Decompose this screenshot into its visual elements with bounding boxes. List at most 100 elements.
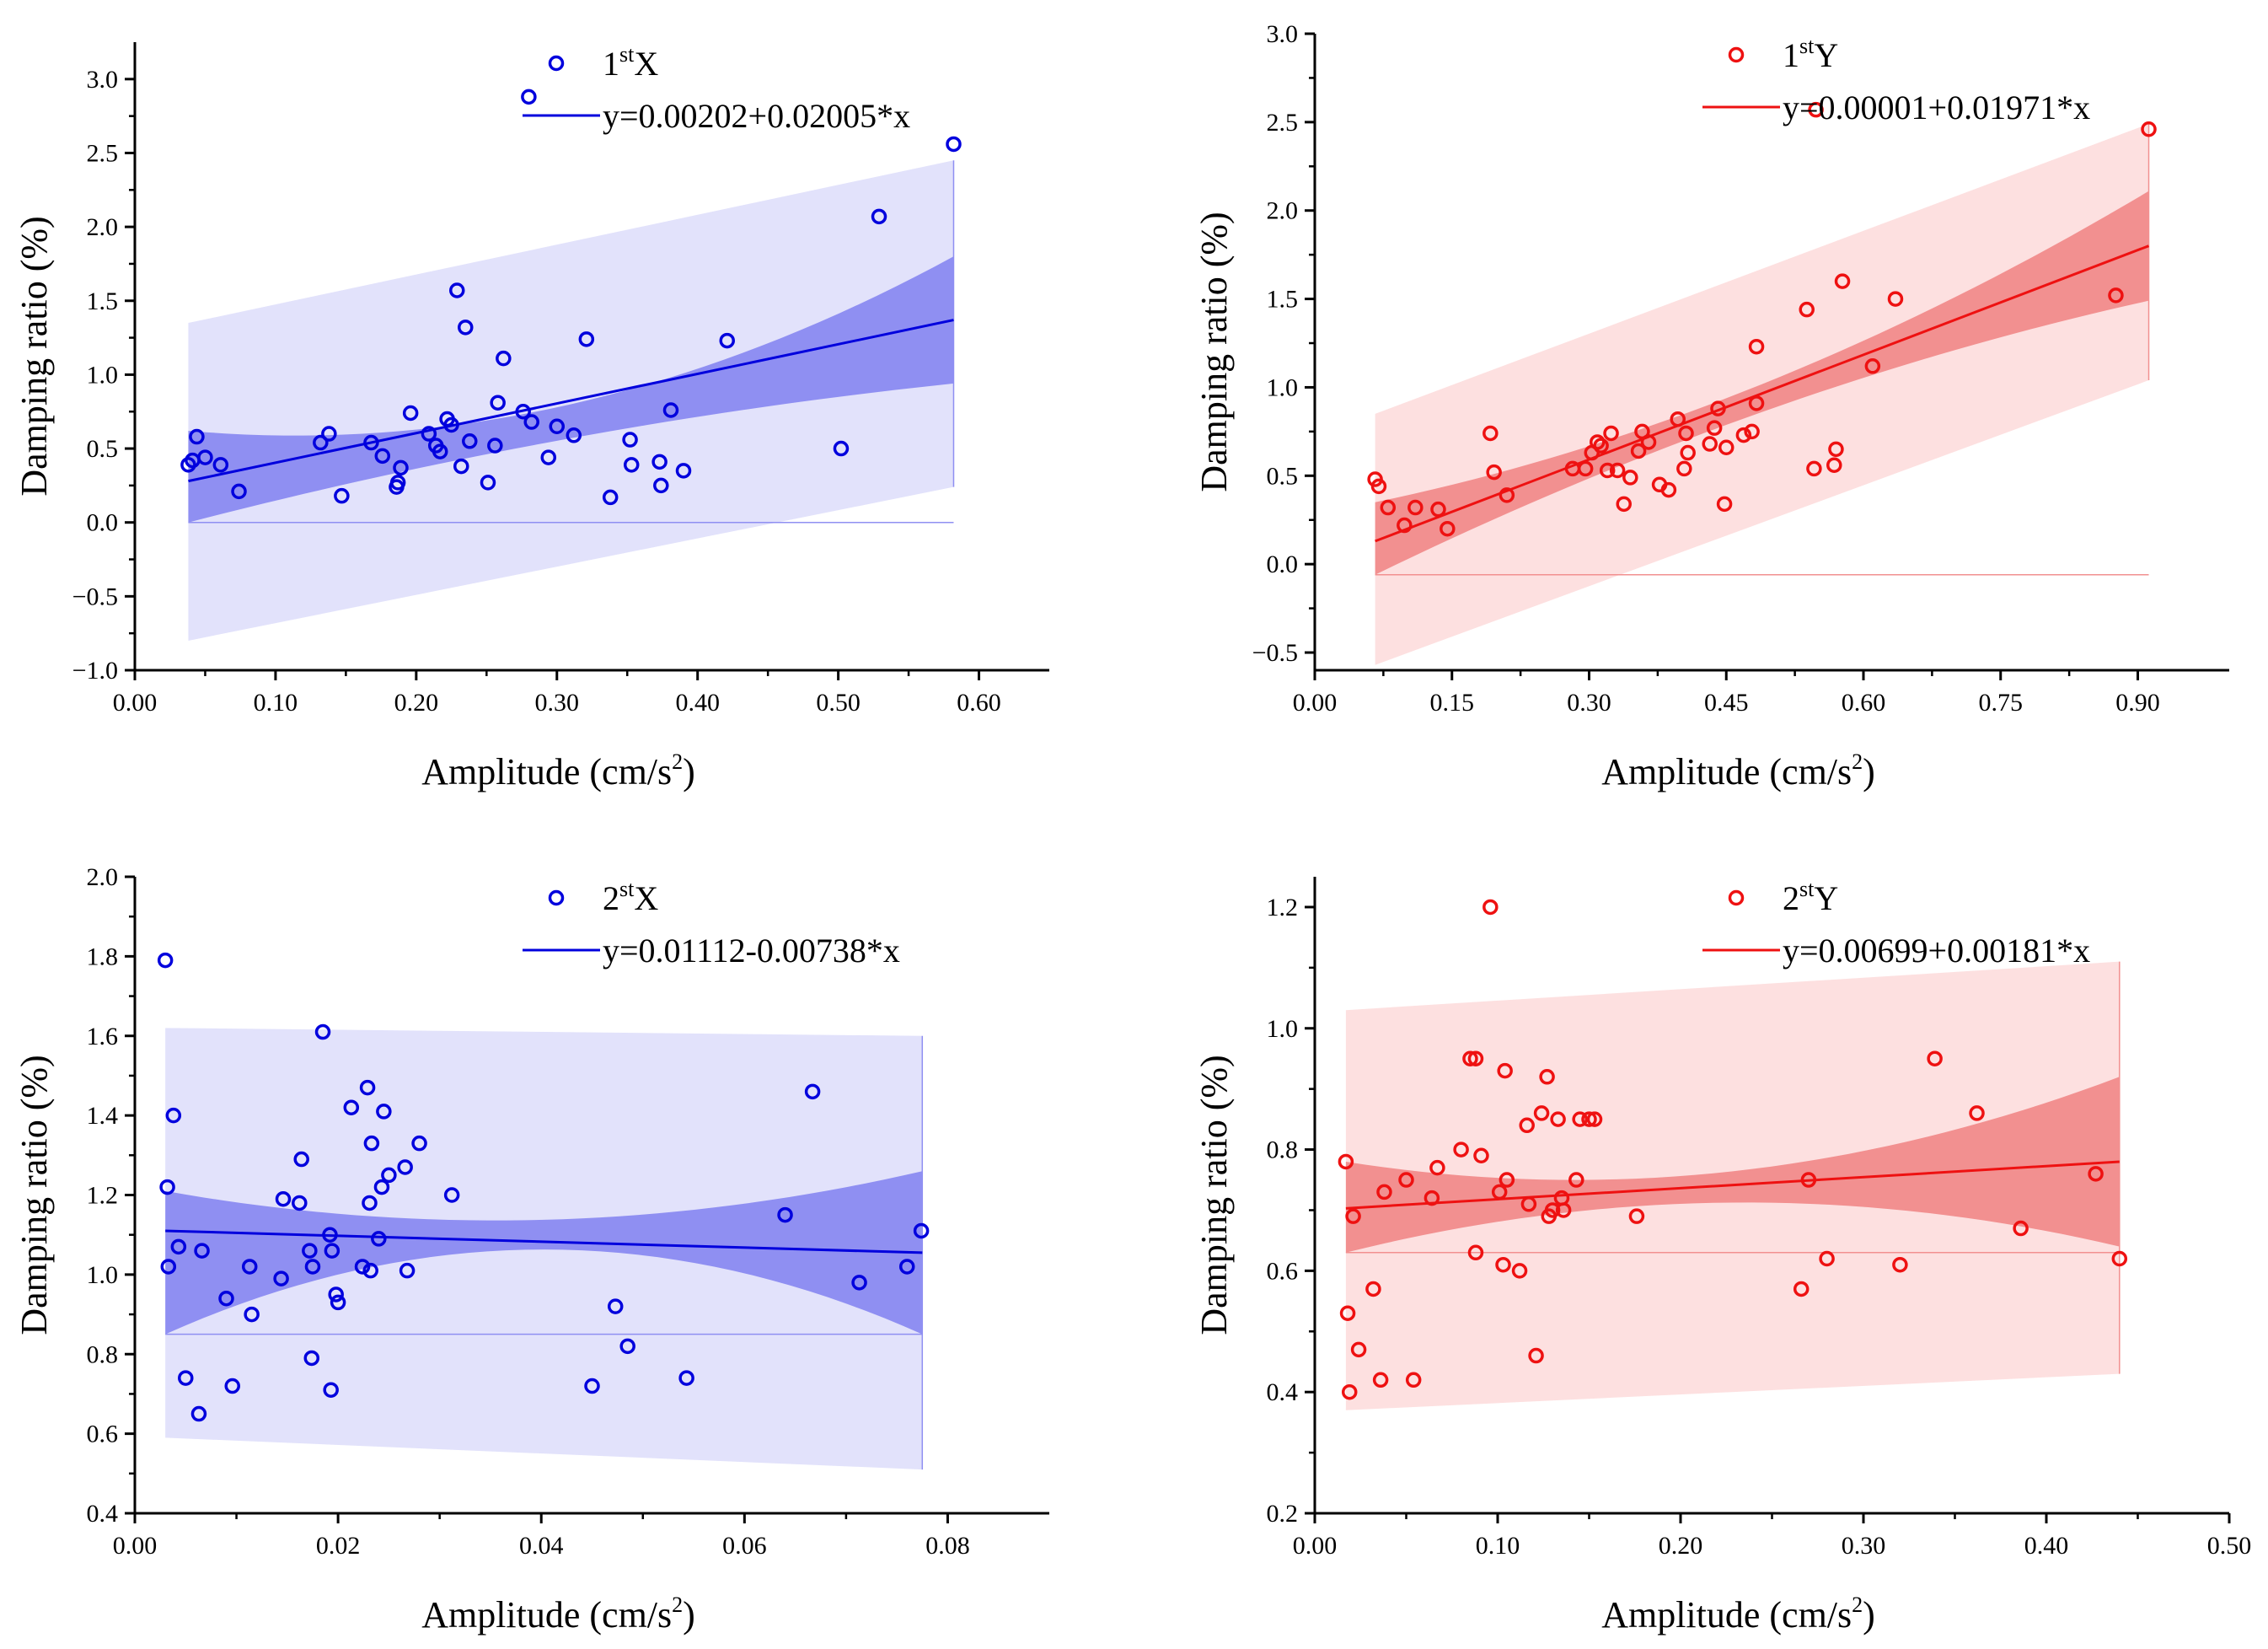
data-point: [515, 403, 531, 420]
data-point: [157, 952, 174, 969]
data-point: [273, 1270, 289, 1286]
x-tick-label: 0.00: [113, 1532, 158, 1560]
x-axis-title: Amplitude (cm/s2): [421, 749, 695, 792]
confidence-band: [165, 1171, 923, 1335]
data-point: [397, 1159, 413, 1175]
y-tick-label: 0.2: [1267, 1500, 1299, 1528]
data-point: [1678, 425, 1694, 442]
data-point: [1429, 1159, 1445, 1176]
data-point: [1622, 470, 1638, 486]
data-point: [321, 426, 337, 442]
data-point: [1372, 1372, 1389, 1388]
data-point: [1927, 1050, 1943, 1066]
data-point: [458, 320, 474, 336]
y-tick-label: 0.8: [1267, 1136, 1299, 1164]
y-tick-label: 3.0: [87, 66, 119, 94]
y-tick-label: 1.0: [1267, 1015, 1299, 1043]
y-tick-label: 2.5: [1267, 109, 1299, 137]
data-point: [328, 1286, 344, 1303]
data-point: [1467, 1050, 1484, 1066]
data-point: [354, 1259, 371, 1275]
data-point: [399, 1262, 416, 1279]
y-tick-label: 0.6: [87, 1421, 119, 1448]
y-tick-label: 3.0: [1267, 20, 1299, 48]
data-point: [1593, 438, 1609, 454]
data-point: [1499, 1172, 1515, 1188]
x-tick-label: 0.10: [254, 689, 298, 717]
data-point: [1473, 1147, 1489, 1164]
data-point: [1495, 1256, 1511, 1273]
y-tick-label: 0.5: [1267, 462, 1299, 490]
legend-series-label: 1stY: [1783, 34, 1838, 74]
data-point: [1533, 1105, 1550, 1121]
data-point: [1528, 1347, 1544, 1364]
data-point: [421, 426, 437, 442]
data-point: [619, 1338, 635, 1355]
legend-fit-label: y=0.00699+0.00181*x: [1783, 932, 2090, 970]
x-tick-label: 0.20: [1659, 1532, 1703, 1560]
data-point: [1799, 301, 1815, 318]
legend-fit-label: y=0.00202+0.02005*x: [603, 97, 910, 135]
data-point: [2111, 1250, 2128, 1267]
data-point: [675, 463, 692, 479]
data-point: [443, 416, 459, 433]
data-point: [1706, 420, 1723, 436]
data-point: [578, 331, 595, 347]
y-tick-label: 0.0: [1267, 551, 1299, 578]
data-point: [313, 434, 329, 451]
data-point: [362, 1262, 378, 1279]
y-axis-title: Damping ratio (%): [13, 216, 55, 496]
data-point: [1630, 443, 1647, 459]
plot-area-p3: [157, 952, 930, 1470]
data-point: [170, 1238, 187, 1255]
x-tick-label: 0.50: [816, 689, 861, 717]
data-point: [244, 1306, 260, 1323]
data-point: [1826, 457, 1842, 473]
y-tick-label: 1.2: [1267, 894, 1299, 921]
y-axis-title: Damping ratio (%): [1193, 212, 1235, 491]
data-point: [371, 1231, 387, 1247]
data-point: [1800, 1172, 1817, 1188]
data-point: [804, 1083, 821, 1100]
x-tick-label: 0.75: [1979, 689, 2024, 717]
y-tick-label: 0.0: [87, 509, 119, 537]
x-tick-label: 0.90: [2115, 689, 2160, 717]
data-point: [566, 427, 582, 443]
data-point: [159, 1179, 175, 1195]
confidence-band: [1375, 191, 2149, 575]
data-point: [1483, 899, 1499, 916]
data-point: [1376, 1184, 1392, 1200]
data-point: [1550, 1111, 1566, 1127]
data-point: [662, 402, 679, 418]
x-tick-label: 0.04: [519, 1532, 564, 1560]
data-point: [851, 1275, 867, 1291]
data-point: [376, 1104, 392, 1120]
data-point: [359, 1079, 376, 1096]
data-point: [2108, 287, 2124, 303]
data-point: [1380, 499, 1397, 516]
data-point: [381, 1167, 397, 1184]
data-point: [946, 136, 962, 153]
x-tick-label: 0.30: [1842, 1532, 1886, 1560]
x-tick-label: 0.08: [925, 1532, 970, 1560]
data-point: [496, 350, 512, 367]
y-tick-label: 0.5: [87, 435, 119, 463]
legend-fit-label: y=0.01112-0.00738*x: [603, 932, 900, 970]
data-point: [402, 405, 419, 422]
data-point: [241, 1259, 258, 1275]
x-tick-label: 0.00: [1293, 1532, 1338, 1560]
data-point: [678, 1370, 694, 1386]
data-point: [1397, 517, 1413, 534]
data-point: [898, 1259, 915, 1275]
data-point: [1744, 423, 1760, 440]
data-point: [323, 1382, 339, 1398]
data-point: [1718, 439, 1735, 455]
y-tick-label: 0.8: [87, 1340, 119, 1368]
panel-p1: 0.00 0.10 0.20 0.30 0.40 0.50 0.60 −1.0 −0.5 0.0 0…: [13, 42, 1049, 792]
data-point: [389, 475, 406, 491]
y-axis-title: Damping ratio (%): [1193, 1055, 1235, 1335]
legend-marker: [1728, 889, 1745, 906]
data-point: [1609, 462, 1626, 479]
y-tick-label: 0.4: [87, 1500, 119, 1528]
